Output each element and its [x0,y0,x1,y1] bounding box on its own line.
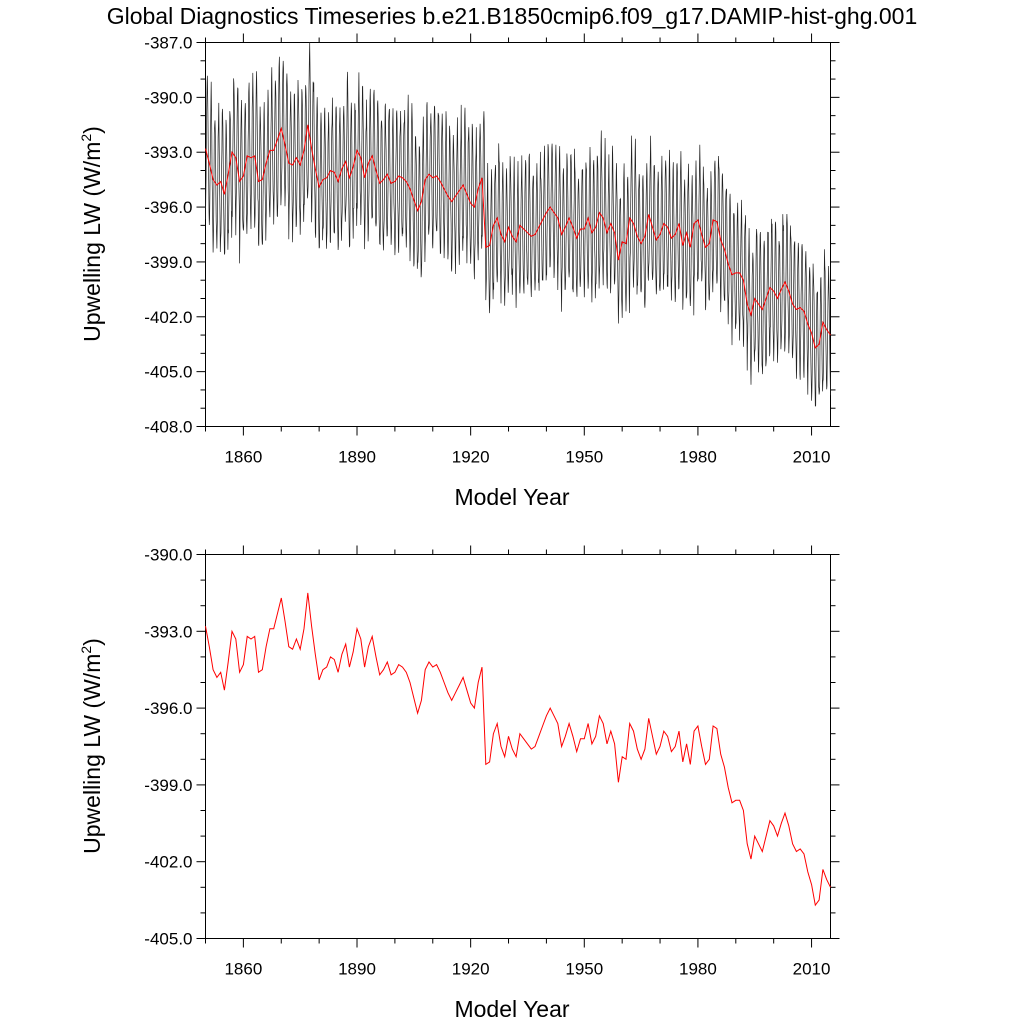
y-axis-title-top-sup: 2 [78,134,94,142]
x-tick-label: 1950 [565,448,603,467]
y-axis-bottom: -390.0 -393.0 -396.0 -399.0 -402.0 -405.0 [144,546,840,949]
chart-bottom: -390.0 -393.0 -396.0 -399.0 -402.0 -405.0 186… [78,545,840,1022]
y-tick-label: -390.0 [144,546,192,565]
y-axis-title-bottom: Upwelling LW (W/m2) [78,638,105,854]
series-group-top [205,42,831,407]
y-axis-title-bottom-main: Upwelling LW (W/m [79,654,105,854]
y-tick-label: -393.0 [144,622,192,641]
y-axis-title-bottom-close: ) [79,638,105,646]
y-tick-label: -408.0 [144,418,192,437]
y-tick-label: -396.0 [144,699,192,718]
y-tick-label: -405.0 [144,363,192,382]
x-tick-label: 1860 [224,448,262,467]
annual-mean-series-line [205,592,831,907]
y-axis-title-top: Upwelling LW (W/m2) [78,126,105,342]
figure-title: Global Diagnostics Timeseries b.e21.B185… [107,3,918,29]
y-tick-label: -405.0 [144,930,192,949]
plot-frame-top [205,42,831,427]
y-axis-title-top-close: ) [79,126,105,134]
y-tick-label: -399.0 [144,253,192,272]
annual-mean-series-line [205,124,831,349]
y-axis-top: -387.0 -390.0 -393.0 -396.0 -399.0 -402.0 -405… [144,34,840,437]
x-tick-label: 1980 [679,960,717,979]
x-tick-label: 2010 [793,448,831,467]
y-axis-title-top-main: Upwelling LW (W/m [79,142,105,342]
x-tick-label: 1920 [452,960,490,979]
y-tick-label: -390.0 [144,88,192,107]
x-tick-label: 1950 [565,960,603,979]
x-tick-label: 1980 [679,448,717,467]
x-tick-label: 1890 [338,448,376,467]
y-tick-label: -402.0 [144,853,192,872]
y-tick-label: -399.0 [144,776,192,795]
y-tick-label: -396.0 [144,198,192,217]
x-axis-bottom: 1860 1890 1920 1950 1980 2010 [205,545,831,979]
y-tick-label: -387.0 [144,34,192,53]
x-tick-label: 1920 [452,448,490,467]
plot-frame-bottom [205,554,831,939]
y-tick-label: -393.0 [144,143,192,162]
y-tick-label: -402.0 [144,308,192,327]
x-tick-label: 1890 [338,960,376,979]
x-tick-label: 1860 [224,960,262,979]
y-axis-title-bottom-sup: 2 [78,646,94,654]
x-tick-label: 2010 [793,960,831,979]
chart-top: -387.0 -390.0 -393.0 -396.0 -399.0 -402.0 -405… [78,33,840,510]
x-axis-title-top: Model Year [454,484,569,510]
x-axis-title-bottom: Model Year [454,996,569,1022]
x-axis-top: 1860 1890 1920 1950 1980 2010 [205,33,831,467]
monthly-series-line [205,42,831,407]
series-group-bottom [205,592,831,907]
